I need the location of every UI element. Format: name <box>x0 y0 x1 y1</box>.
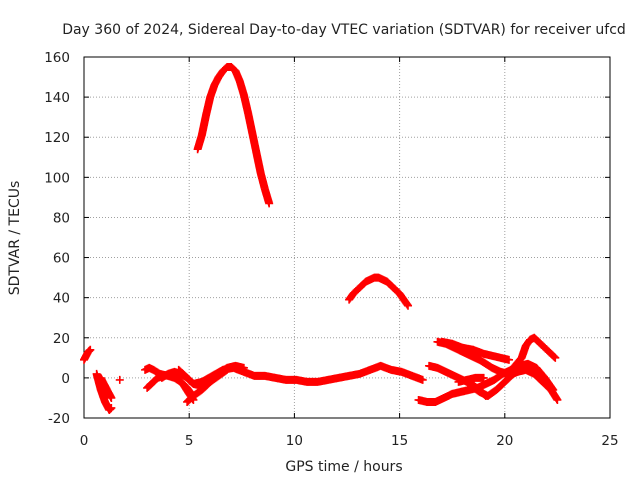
y-axis-label: SDTVAR / TECUs <box>7 181 23 296</box>
data-point <box>239 363 248 372</box>
chart-title: Day 360 of 2024, Sidereal Day-to-day VTE… <box>62 22 626 38</box>
x-tick-label: 20 <box>496 433 513 449</box>
data-point <box>265 199 274 208</box>
axis-ticks: 0 5 10 15 20 25 -20 0 20 40 60 80 100 120 140 160 <box>44 50 618 449</box>
data-point <box>223 365 232 374</box>
series-arc-start <box>80 345 95 364</box>
y-tick-label: 140 <box>44 90 70 106</box>
x-tick-label: 25 <box>601 433 618 449</box>
x-tick-label: 0 <box>80 433 89 449</box>
data-point <box>86 345 95 354</box>
series-arc-late-7 <box>509 333 560 372</box>
y-tick-label: 40 <box>53 291 70 307</box>
data-point <box>549 352 558 361</box>
series-arc-late-6 <box>467 361 535 400</box>
data-point <box>505 355 514 364</box>
y-tick-label: 120 <box>44 130 70 146</box>
series-arc-mid <box>345 273 413 310</box>
y-tick-label: 60 <box>53 251 70 267</box>
y-tick-label: 0 <box>61 371 70 387</box>
data-point <box>418 375 427 384</box>
y-tick-label: 160 <box>44 50 70 66</box>
data-point <box>526 361 535 370</box>
data-point <box>553 395 562 404</box>
data-point <box>115 375 124 384</box>
y-tick-label: 100 <box>44 170 70 186</box>
y-tick-label: -20 <box>48 411 70 427</box>
x-tick-label: 10 <box>286 433 303 449</box>
series-arc-dip-1b <box>96 373 116 402</box>
y-tick-label: 80 <box>53 210 70 226</box>
data-point <box>479 373 488 382</box>
data-point <box>551 353 560 362</box>
data-points <box>80 63 562 414</box>
data-point <box>107 393 116 402</box>
x-axis-label: GPS time / hours <box>285 459 402 475</box>
data-point <box>107 403 116 412</box>
x-tick-label: 15 <box>391 433 408 449</box>
series-arc-late-5 <box>454 373 488 386</box>
series-arc-low-5 <box>174 365 232 390</box>
data-point <box>404 301 413 310</box>
plot-frame <box>83 56 611 419</box>
series-arc-point <box>115 375 124 384</box>
series-arc-late-4 <box>437 337 514 364</box>
data-point <box>550 353 559 362</box>
series-arc-peak <box>193 63 274 208</box>
y-tick-label: 20 <box>53 331 70 347</box>
x-tick-label: 5 <box>185 433 194 449</box>
